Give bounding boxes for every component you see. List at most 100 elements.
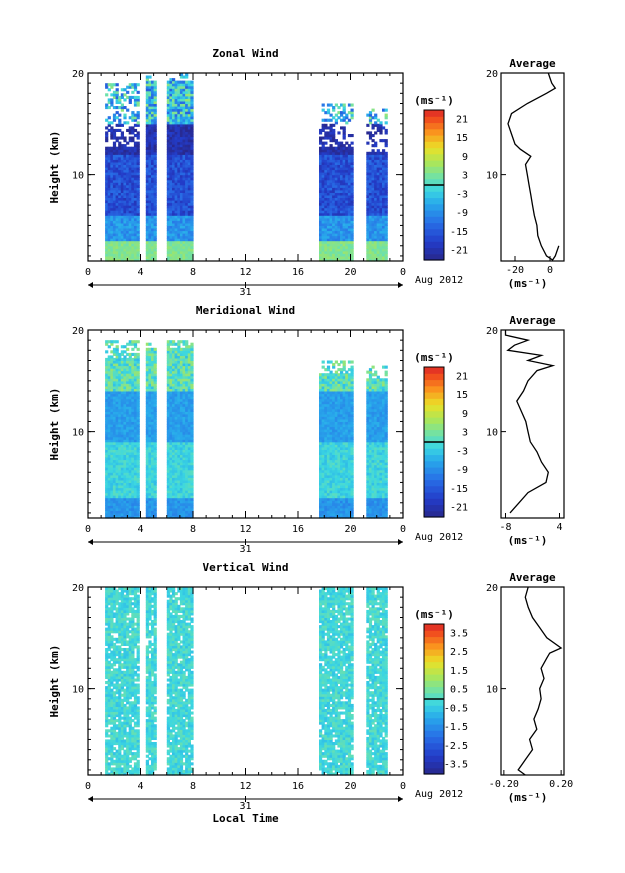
- heatmap-cell: [190, 108, 194, 112]
- heatmap-cell: [118, 210, 122, 214]
- heatmap-cell: [172, 202, 176, 206]
- heatmap-cell: [128, 365, 132, 369]
- heatmap-cell: [350, 222, 354, 226]
- heatmap-cell: [321, 126, 325, 130]
- heatmap-cell: [174, 220, 178, 224]
- heatmap-cell: [371, 182, 375, 186]
- heatmap-cell: [110, 192, 114, 196]
- heatmap-cell: [128, 515, 132, 519]
- heatmap-cell: [112, 401, 117, 405]
- heatmap-cell: [105, 184, 109, 188]
- heatmap-cell: [337, 194, 341, 198]
- heatmap-cell: [179, 233, 184, 237]
- heatmap-cell: [148, 187, 152, 191]
- heatmap-cell: [123, 205, 127, 209]
- heatmap-cell: [136, 189, 140, 193]
- heatmap-cell: [136, 340, 140, 344]
- heatmap-cell: [105, 126, 109, 130]
- heatmap-cell: [345, 202, 349, 206]
- heatmap-cell: [126, 416, 130, 420]
- heatmap-cell: [118, 462, 122, 466]
- heatmap-cell: [185, 85, 189, 89]
- heatmap-cell: [166, 222, 170, 226]
- heatmap-cell: [105, 393, 109, 397]
- heatmap-cell: [126, 184, 130, 188]
- heatmap-cell: [376, 230, 380, 234]
- heatmap-cell: [153, 202, 157, 206]
- heatmap-cell: [376, 205, 380, 209]
- heatmap-cell: [374, 253, 378, 257]
- heatmap-cell: [126, 235, 130, 239]
- heatmap-cell: [115, 248, 119, 252]
- heatmap-cell: [153, 238, 157, 242]
- heatmap-cell: [120, 380, 124, 384]
- heatmap-cell: [107, 451, 111, 455]
- heatmap-cell: [190, 149, 194, 153]
- heatmap-cell: [334, 154, 338, 158]
- heatmap-cell: [319, 250, 323, 254]
- colorbar-segment: [424, 241, 444, 249]
- heatmap-cell: [153, 192, 157, 196]
- colorbar-tick-label: -3: [456, 189, 468, 200]
- heatmap-cell: [133, 88, 138, 92]
- heatmap-cell: [115, 228, 119, 232]
- heatmap-cell: [347, 220, 352, 224]
- heatmap-cell: [334, 103, 338, 107]
- heatmap-cell: [131, 169, 135, 173]
- heatmap-cell: [342, 220, 346, 224]
- heatmap-cell: [324, 255, 328, 259]
- heatmap-cell: [133, 123, 138, 127]
- heatmap-cell: [151, 215, 155, 219]
- heatmap-cell: [334, 230, 338, 234]
- heatmap-cell: [120, 424, 124, 428]
- heatmap-cell: [166, 164, 170, 168]
- heatmap-cell: [177, 134, 181, 138]
- heatmap-cell: [382, 200, 386, 204]
- heatmap-cell: [321, 136, 325, 140]
- heatmap-cell: [379, 161, 383, 165]
- heatmap-cell: [120, 479, 124, 483]
- heatmap-cell: [112, 490, 117, 494]
- heatmap-cell: [185, 207, 189, 211]
- heatmap-cell: [151, 134, 155, 138]
- heatmap-cell: [145, 220, 149, 224]
- heatmap-cell: [112, 464, 117, 468]
- heatmap-cell: [384, 141, 388, 145]
- heatmap-cell: [112, 250, 117, 254]
- heatmap-cell: [112, 136, 117, 140]
- heatmap-cell: [133, 184, 138, 188]
- heatmap-cell: [136, 228, 140, 232]
- heatmap-cell: [379, 220, 383, 224]
- heatmap-cell: [174, 179, 178, 183]
- heatmap-cell: [371, 189, 375, 193]
- heatmap-cell: [185, 233, 189, 237]
- heatmap-cell: [112, 90, 117, 94]
- heatmap-cell: [105, 439, 109, 443]
- heatmap-cell: [340, 141, 344, 145]
- heatmap-cell: [151, 225, 155, 229]
- heatmap-cell: [110, 434, 114, 438]
- heatmap-cell: [179, 228, 184, 232]
- heatmap-cell: [128, 464, 132, 468]
- heatmap-cell: [107, 225, 111, 229]
- heatmap-cell: [123, 187, 127, 191]
- heatmap-cell: [115, 192, 119, 196]
- heatmap-cell: [321, 235, 325, 239]
- heatmap-cell: [166, 116, 170, 120]
- heatmap-cell: [174, 128, 178, 132]
- heatmap-cell: [366, 184, 370, 188]
- heatmap-cell: [179, 245, 184, 249]
- heatmap-cell: [368, 235, 373, 239]
- heatmap-cell: [169, 207, 173, 211]
- heatmap-cell: [118, 243, 122, 247]
- heatmap-cell: [340, 192, 344, 196]
- heatmap-cell: [115, 345, 119, 349]
- heatmap-cell: [145, 182, 149, 186]
- heatmap-cell: [374, 123, 378, 127]
- heatmap-cell: [153, 347, 157, 351]
- heatmap-cell: [110, 93, 114, 97]
- heatmap-cell: [368, 245, 373, 249]
- heatmap-cell: [153, 200, 157, 204]
- heatmap-cell: [131, 444, 135, 448]
- heatmap-cell: [350, 174, 354, 178]
